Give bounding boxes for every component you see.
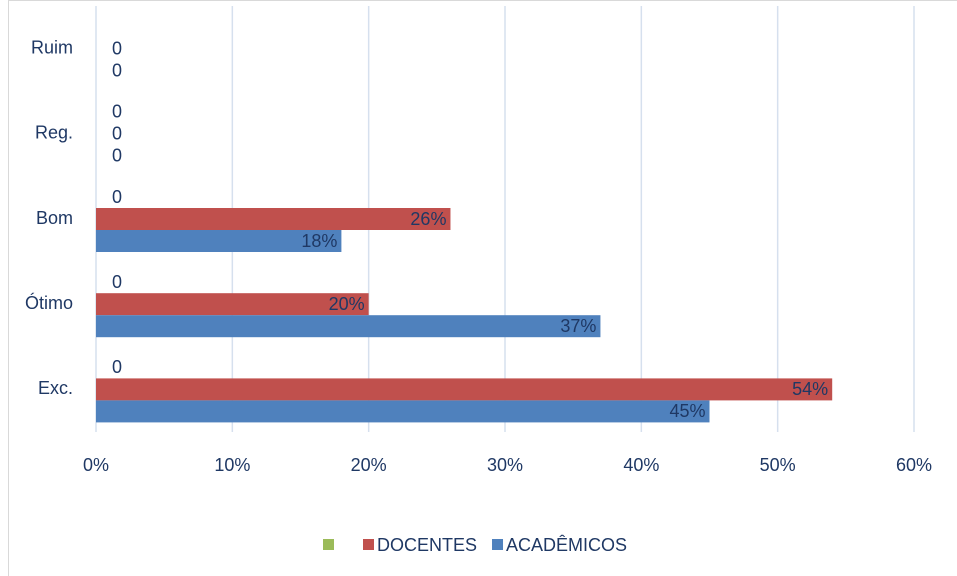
bar: [96, 293, 369, 316]
data-label: 0: [112, 187, 122, 207]
x-tick-label: 10%: [214, 455, 250, 475]
x-tick-label: 50%: [760, 455, 796, 475]
data-label: 26%: [410, 209, 446, 229]
y-tick-label: Ruim: [31, 37, 73, 57]
legend-label: ACADÊMICOS: [506, 535, 627, 555]
y-tick-label: Reg.: [35, 123, 73, 143]
y-tick-label: Ótimo: [25, 292, 73, 313]
bar: [96, 230, 342, 252]
x-tick-label: 30%: [487, 455, 523, 475]
legend-label: DOCENTES: [377, 535, 477, 555]
data-label: 37%: [560, 316, 596, 336]
data-label: 0: [112, 357, 122, 377]
bar: [96, 400, 710, 423]
data-label: 54%: [792, 379, 828, 399]
data-label: 18%: [301, 231, 337, 251]
chart-border: [8, 0, 957, 576]
data-label: 0: [112, 124, 122, 144]
data-label: 0: [112, 272, 122, 292]
x-tick-label: 20%: [351, 455, 387, 475]
legend-swatch: [323, 539, 334, 550]
y-tick-label: Exc.: [38, 378, 73, 398]
legend-swatch: [363, 539, 374, 550]
y-tick-label: Bom: [36, 208, 73, 228]
bar: [96, 315, 601, 338]
data-label: 0: [112, 38, 122, 58]
x-tick-label: 60%: [896, 455, 932, 475]
bar: [96, 378, 833, 401]
bar: [96, 208, 451, 230]
data-label: 0: [112, 102, 122, 122]
legend-swatch: [492, 539, 504, 550]
data-label: 45%: [669, 401, 705, 421]
data-label: 0: [112, 146, 122, 166]
data-label: 0: [112, 60, 122, 80]
x-tick-label: 40%: [623, 455, 659, 475]
x-tick-label: 0%: [83, 455, 109, 475]
data-label: 20%: [329, 294, 365, 314]
